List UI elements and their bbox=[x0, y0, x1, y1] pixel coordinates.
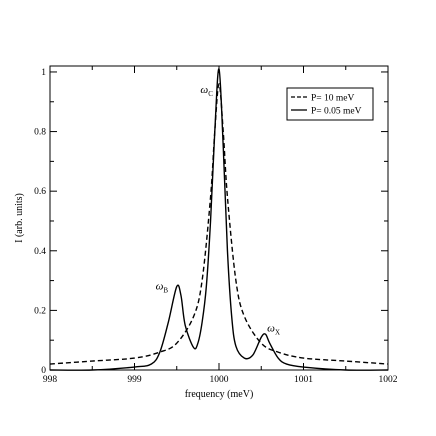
y-tick-label: 0.4 bbox=[34, 247, 46, 257]
x-tick-label: 1001 bbox=[294, 375, 313, 385]
y-axis-label: I (arb. units) bbox=[14, 193, 25, 243]
x-tick-label: 998 bbox=[43, 375, 58, 385]
series-line-2 bbox=[49, 68, 389, 371]
series-layer bbox=[49, 68, 389, 371]
annotations-layer: ωC ωB ωX bbox=[156, 84, 280, 336]
series-line-1 bbox=[49, 83, 389, 365]
x-axis-label: frequency (meV) bbox=[185, 389, 254, 400]
annotation-2: ωB bbox=[156, 281, 169, 295]
annotation-3: ωX bbox=[267, 322, 280, 336]
x-tick-label: 1002 bbox=[379, 375, 398, 385]
legend-label-2: P= 0.05 meV bbox=[311, 107, 362, 117]
y-tick-label: 1 bbox=[41, 68, 46, 78]
legend: P= 10 meV P= 0.05 meV bbox=[286, 87, 374, 121]
x-tick-label: 999 bbox=[127, 375, 142, 385]
x-tick-label: 1000 bbox=[210, 375, 229, 385]
y-tick-label: 0 bbox=[41, 366, 46, 376]
y-tick-label: 0.6 bbox=[34, 187, 46, 197]
y-tick-label: 0.2 bbox=[34, 306, 46, 316]
y-tick-label: 0.8 bbox=[34, 128, 46, 138]
legend-box bbox=[286, 87, 374, 121]
legend-label-1: P= 10 meV bbox=[311, 94, 354, 104]
annotation-1: ωC bbox=[200, 84, 213, 98]
